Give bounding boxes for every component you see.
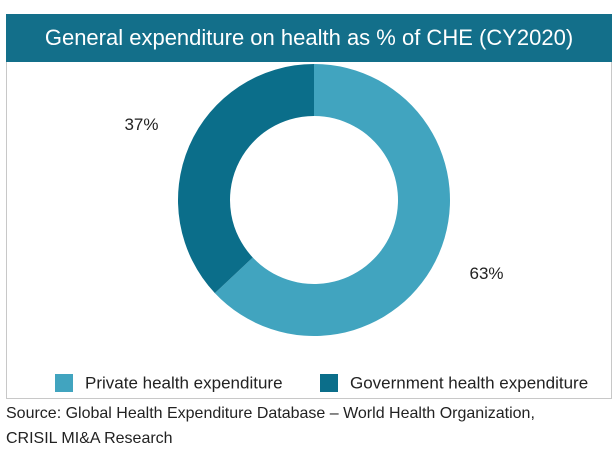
source-line: CRISIL MI&A Research (6, 430, 173, 447)
data-label: 37% (124, 115, 158, 134)
legend-swatch (55, 374, 73, 392)
title-band (6, 14, 612, 62)
legend-label: Government health expenditure (350, 373, 588, 392)
data-label: 63% (470, 264, 504, 283)
legend-swatch (320, 374, 338, 392)
slice (177, 64, 314, 294)
source-line: Source: Global Health Expenditure Databa… (6, 405, 535, 422)
chart-title: General expenditure on health as % of CH… (45, 25, 573, 50)
slice (214, 64, 450, 336)
legend-label: Private health expenditure (85, 373, 283, 392)
